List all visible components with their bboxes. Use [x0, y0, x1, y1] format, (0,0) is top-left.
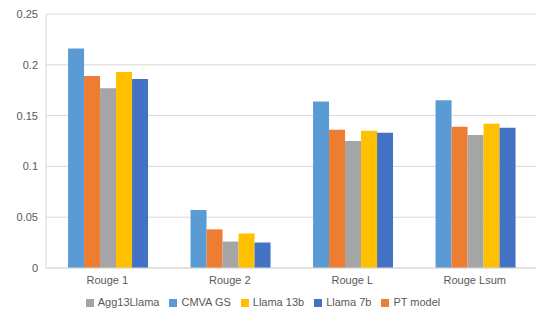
html-text:CMVA GS: CMVA GS: [181, 296, 231, 308]
svg-text:Rouge Lsum: Rouge Lsum: [444, 274, 506, 286]
svg-text:0.2: 0.2: [23, 59, 38, 71]
html-text:Llama 13b: Llama 13b: [252, 296, 305, 308]
svg-text:0.15: 0.15: [17, 110, 38, 122]
html-text:Agg13Llama: Agg13Llama: [97, 296, 160, 308]
svg-text:Rouge L: Rouge L: [331, 274, 373, 286]
svg-text:0.25: 0.25: [17, 8, 38, 20]
html-text:PT model: PT model: [393, 296, 441, 308]
html-text:Llama 7b: Llama 7b: [326, 296, 372, 308]
svg-text:Rouge 2: Rouge 2: [209, 274, 251, 286]
svg-text:0: 0: [32, 262, 38, 274]
svg-text:0.05: 0.05: [17, 211, 38, 223]
svg-text:0.1: 0.1: [23, 160, 38, 172]
svg-text:Rouge 1: Rouge 1: [86, 274, 128, 286]
